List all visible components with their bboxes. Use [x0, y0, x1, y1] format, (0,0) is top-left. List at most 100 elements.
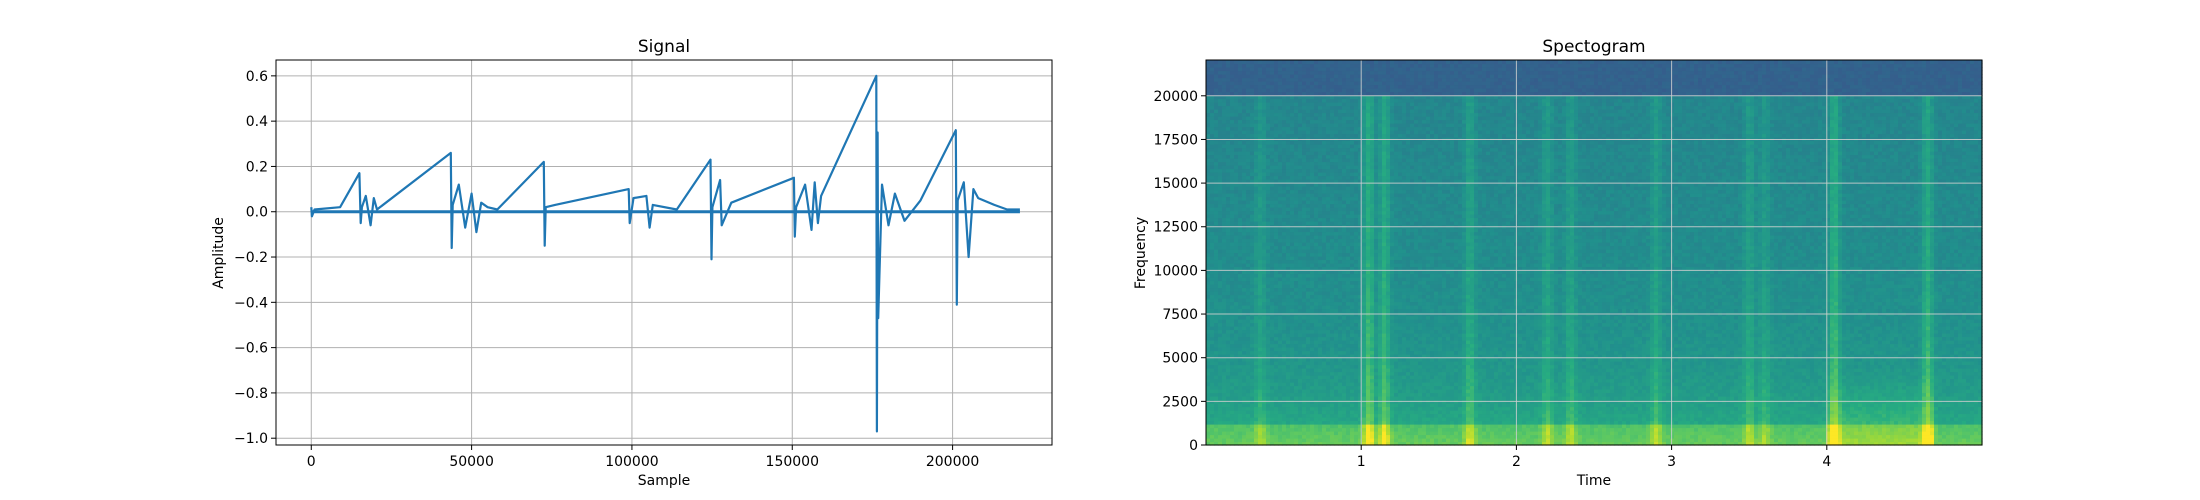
- spectrogram-cell: [1294, 417, 1299, 422]
- spectrogram-cell: [1270, 277, 1275, 282]
- spectrogram-cell: [1274, 116, 1279, 121]
- spectrogram-cell: [1314, 438, 1319, 443]
- spectrogram-cell: [1330, 200, 1335, 205]
- spectrogram-cell: [1370, 214, 1375, 219]
- spectrogram-cell: [1334, 245, 1339, 250]
- spectrogram-cell: [1226, 410, 1231, 415]
- spectrogram-cell: [1290, 210, 1295, 215]
- spectrogram-cell: [1206, 315, 1211, 320]
- spectrogram-cell: [1326, 165, 1331, 170]
- spectrogram-cell: [1358, 263, 1363, 268]
- spectrogram-cell: [1274, 357, 1279, 362]
- spectrogram-cell: [1358, 322, 1363, 327]
- spectrogram-cell: [1354, 249, 1359, 254]
- spectrogram-cell: [1342, 158, 1347, 163]
- spectrogram-cell: [1226, 63, 1231, 68]
- spectrogram-cell: [1234, 389, 1239, 394]
- spectrogram-cell: [1250, 249, 1255, 254]
- spectrogram-cell: [1334, 105, 1339, 110]
- spectrogram-cell: [1290, 347, 1295, 352]
- spectrogram-cell: [1346, 151, 1351, 156]
- spectrogram-cell: [1274, 235, 1279, 240]
- spectrogram-cell: [1266, 214, 1271, 219]
- spectrogram-cell: [1254, 403, 1259, 408]
- spectrogram-cell: [1374, 252, 1379, 257]
- spectrogram-cell: [1266, 441, 1271, 446]
- spectrogram-cell: [1354, 378, 1359, 383]
- spectrogram-cell: [1226, 60, 1231, 65]
- spectrogram-cell: [1222, 434, 1227, 439]
- spectrogram-cell: [1230, 119, 1235, 124]
- spectrogram-cell: [1338, 315, 1343, 320]
- spectrogram-cell: [1214, 249, 1219, 254]
- spectrogram-cell: [1318, 294, 1323, 299]
- spectrogram-cell: [1266, 364, 1271, 369]
- spectrogram-cell: [1282, 70, 1287, 75]
- spectrogram-cell: [1334, 140, 1339, 145]
- spectrogram-cell: [1250, 263, 1255, 268]
- spectrogram-cell: [1342, 210, 1347, 215]
- spectrogram-cell: [1306, 63, 1311, 68]
- spectrogram-cell: [1250, 186, 1255, 191]
- spectrogram-cell: [1342, 382, 1347, 387]
- spectrogram-cell: [1222, 277, 1227, 282]
- spectrogram-cell: [1310, 266, 1315, 271]
- spectrogram-cell: [1262, 389, 1267, 394]
- spectrogram-cell: [1274, 315, 1279, 320]
- spectrogram-cell: [1282, 329, 1287, 334]
- spectrogram-cell: [1210, 88, 1215, 93]
- spectrogram-cell: [1298, 151, 1303, 156]
- spectrogram-cell: [1278, 266, 1283, 271]
- spectrogram-cell: [1250, 168, 1255, 173]
- spectrogram-cell: [1362, 301, 1367, 306]
- spectrogram-cell: [1354, 77, 1359, 82]
- spectrogram-cell: [1222, 116, 1227, 121]
- spectrogram-cell: [1258, 235, 1263, 240]
- spectrogram-cell: [1358, 333, 1363, 338]
- spectrogram-cell: [1234, 364, 1239, 369]
- spectrogram-cell: [1238, 74, 1243, 79]
- spectrogram-cell: [1222, 438, 1227, 443]
- spectrogram-cell: [1262, 154, 1267, 159]
- spectrogram-cell: [1366, 403, 1371, 408]
- spectrogram-cell: [1266, 329, 1271, 334]
- spectrogram-cell: [1278, 133, 1283, 138]
- spectrogram-cell: [1234, 298, 1239, 303]
- spectrogram-cell: [1242, 158, 1247, 163]
- spectrogram-cell: [1206, 322, 1211, 327]
- spectrogram-cell: [1378, 256, 1383, 261]
- spectrogram-cell: [1326, 88, 1331, 93]
- spectrogram-cell: [1226, 361, 1231, 366]
- spectrogram-cell: [1346, 88, 1351, 93]
- spectrogram-cell: [1322, 67, 1327, 72]
- spectrogram-cell: [1334, 81, 1339, 86]
- spectrogram-cell: [1310, 242, 1315, 247]
- spectrogram-cell: [1226, 165, 1231, 170]
- spectrogram-cell: [1310, 319, 1315, 324]
- spectrogram-cell: [1330, 217, 1335, 222]
- spectrogram-cell: [1354, 273, 1359, 278]
- spectrogram-cell: [1314, 263, 1319, 268]
- spectrogram-cell: [1234, 210, 1239, 215]
- spectrogram-cell: [1358, 200, 1363, 205]
- spectrogram-cell: [1298, 280, 1303, 285]
- spectrogram-cell: [1346, 144, 1351, 149]
- spectrogram-cell: [1362, 144, 1367, 149]
- spectrogram-cell: [1362, 242, 1367, 247]
- spectrogram-cell: [1318, 91, 1323, 96]
- spectrogram-cell: [1378, 189, 1383, 194]
- spectrogram-cell: [1354, 333, 1359, 338]
- spectrogram-cell: [1282, 63, 1287, 68]
- spectrogram-cell: [1366, 368, 1371, 373]
- spectrogram-cell: [1322, 431, 1327, 436]
- spectrogram-cell: [1358, 63, 1363, 68]
- spectrogram-cell: [1274, 196, 1279, 201]
- spectrogram-cell: [1346, 322, 1351, 327]
- spectrogram-cell: [1262, 109, 1267, 114]
- spectrogram-cell: [1226, 217, 1231, 222]
- spectrogram-cell: [1226, 196, 1231, 201]
- spectrogram-cell: [1378, 217, 1383, 222]
- spectrogram-cell: [1254, 441, 1259, 446]
- spectrogram-cell: [1378, 284, 1383, 289]
- spectrogram-cell: [1330, 165, 1335, 170]
